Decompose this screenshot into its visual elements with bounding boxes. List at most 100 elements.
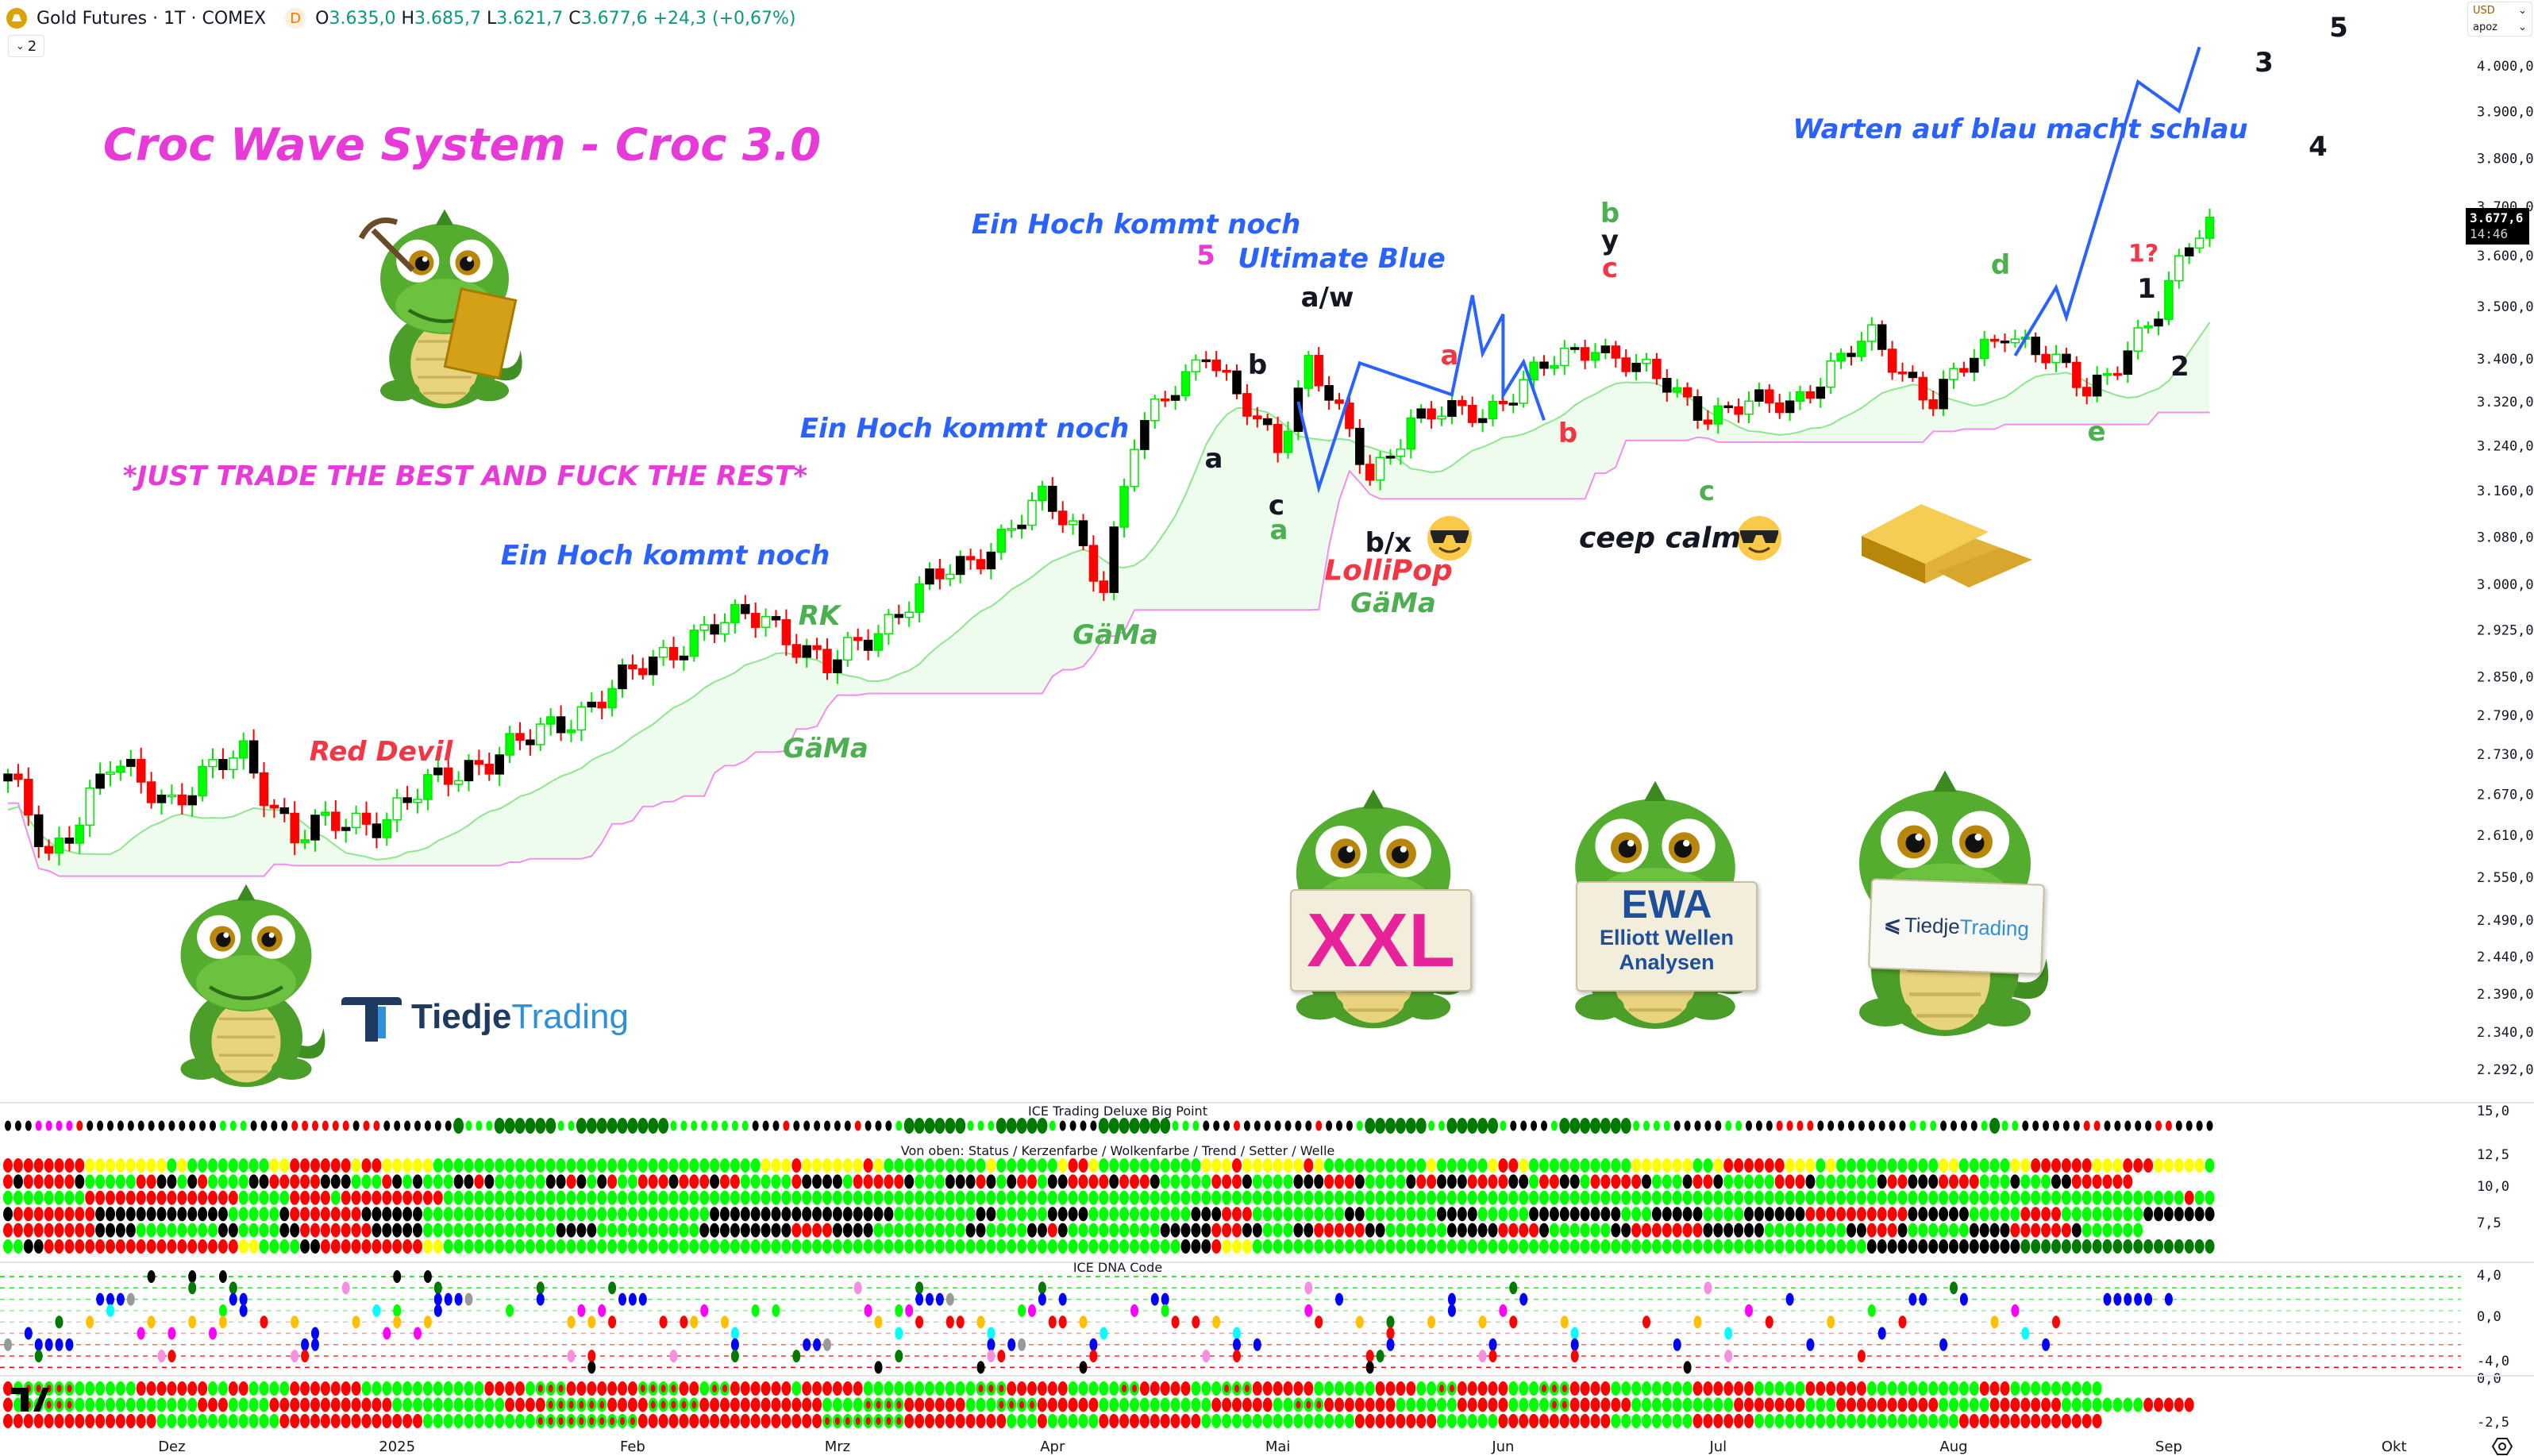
- bigpoint-dot: [1909, 1120, 1916, 1131]
- bigpoint-dot: [1346, 1120, 1353, 1131]
- candle: [1754, 389, 1764, 403]
- candle: [44, 845, 54, 854]
- momentum-dot: [1662, 1414, 1672, 1428]
- data-source-badge[interactable]: D: [285, 8, 306, 29]
- currency-select[interactable]: USD ⌄: [2468, 2, 2532, 19]
- momentum-dot-center: [1019, 1400, 1025, 1409]
- candle: [361, 812, 372, 825]
- status-dot: [587, 1223, 597, 1238]
- momentum-dot: [208, 1397, 218, 1412]
- dna-dot: [2134, 1292, 2143, 1306]
- status-dot: [1017, 1190, 1027, 1205]
- status-dot: [1365, 1223, 1375, 1238]
- status-dot: [208, 1223, 218, 1238]
- status-dot: [934, 1174, 945, 1189]
- momentum-dot: [2061, 1397, 2071, 1412]
- dna-dot: [618, 1292, 626, 1306]
- momentum-dot: [413, 1381, 422, 1396]
- status-dot: [637, 1207, 648, 1222]
- status-dot: [1488, 1223, 1498, 1238]
- status-dot: [187, 1223, 198, 1238]
- momentum-dot: [238, 1381, 248, 1396]
- status-dot: [1600, 1190, 1611, 1205]
- momentum-dot: [167, 1414, 177, 1428]
- pane-separator[interactable]: [0, 1102, 2534, 1104]
- candle: [863, 639, 873, 651]
- candle: [607, 688, 617, 709]
- status-dot: [1969, 1174, 1979, 1189]
- status-dot: [1109, 1207, 1119, 1222]
- dna-dot: [2021, 1327, 2030, 1340]
- status-dot: [413, 1190, 422, 1205]
- bigpoint-dot: [1139, 1118, 1150, 1134]
- status-dot: [1170, 1190, 1180, 1205]
- status-dot: [1446, 1239, 1457, 1254]
- momentum-dot: [106, 1414, 115, 1428]
- candle: [464, 760, 474, 782]
- status-dot: [1642, 1190, 1651, 1205]
- status-dot: [1396, 1190, 1406, 1205]
- status-dot: [238, 1190, 248, 1205]
- chevron-down-icon: ⌄: [15, 40, 25, 52]
- status-dot: [1406, 1190, 1416, 1205]
- momentum-dot: [392, 1397, 402, 1412]
- bigpoint-dot: [394, 1120, 401, 1131]
- status-dot: [1693, 1174, 1703, 1189]
- dna-dot: [1673, 1338, 1681, 1351]
- bigpoint-dot: [1550, 1120, 1558, 1131]
- momentum-dot: [1816, 1397, 1826, 1412]
- price-axis[interactable]: 4.000,03.900,03.800,03.700,03.600,03.500…: [2477, 59, 2534, 1431]
- status-dot: [1897, 1223, 1908, 1238]
- dna-dot: [587, 1361, 596, 1374]
- dna-dot: [1048, 1315, 1057, 1329]
- momentum-dot: [1354, 1414, 1365, 1428]
- status-dot: [1611, 1174, 1621, 1189]
- momentum-dot: [1057, 1414, 1068, 1428]
- status-dot: [576, 1174, 587, 1189]
- bigpoint-dot: [1108, 1118, 1119, 1134]
- momentum-dot: [351, 1397, 361, 1412]
- symbol-title[interactable]: Gold Futures · 1T · COMEX: [37, 8, 267, 29]
- status-dot: [1406, 1207, 1416, 1222]
- price-tick-label: 2.610,0: [2477, 828, 2534, 844]
- dna-dot: [34, 1350, 43, 1363]
- status-dot: [1139, 1158, 1150, 1173]
- momentum-dot: [2112, 1397, 2123, 1412]
- status-dot: [125, 1239, 136, 1254]
- croc-pickaxe-illustration: [358, 210, 522, 409]
- collapse-indicators-button[interactable]: ⌄ 2: [8, 35, 44, 57]
- pane-separator[interactable]: [0, 1261, 2534, 1263]
- momentum-dot: [1508, 1414, 1519, 1428]
- status-dot: [842, 1174, 853, 1189]
- dna-dot: [567, 1315, 576, 1329]
- candle: [976, 559, 986, 570]
- candle: [1109, 526, 1119, 593]
- bigpoint-dot: [557, 1120, 564, 1131]
- momentum-dot: [761, 1414, 771, 1428]
- candle: [2082, 387, 2092, 397]
- bigpoint-dot: [1415, 1118, 1427, 1134]
- bigpoint-dot: [1807, 1120, 1814, 1131]
- dna-dot: [1560, 1315, 1569, 1329]
- status-dot: [2102, 1239, 2112, 1254]
- status-dot: [1180, 1239, 1191, 1254]
- momentum-dot: [2082, 1397, 2092, 1412]
- momentum-dot-center: [1030, 1400, 1034, 1409]
- momentum-dot: [248, 1397, 259, 1412]
- bigpoint-dot: [1930, 1120, 1937, 1131]
- status-dot: [627, 1207, 637, 1222]
- momentum-dot: [812, 1381, 822, 1396]
- momentum-dot: [1785, 1414, 1795, 1428]
- date-tick-label: Okt: [2381, 1439, 2407, 1455]
- momentum-dot: [290, 1397, 300, 1412]
- status-dot: [668, 1239, 679, 1254]
- status-dot: [1682, 1174, 1693, 1189]
- settings-gear-icon[interactable]: [2491, 1438, 2513, 1455]
- bigpoint-dot: [1356, 1120, 1363, 1131]
- momentum-dot: [372, 1381, 382, 1396]
- pane-separator[interactable]: [0, 1375, 2534, 1377]
- scale-unit-select[interactable]: apoz ⌄: [2468, 19, 2532, 36]
- status-dot: [464, 1207, 474, 1222]
- momentum-dot: [1498, 1381, 1508, 1396]
